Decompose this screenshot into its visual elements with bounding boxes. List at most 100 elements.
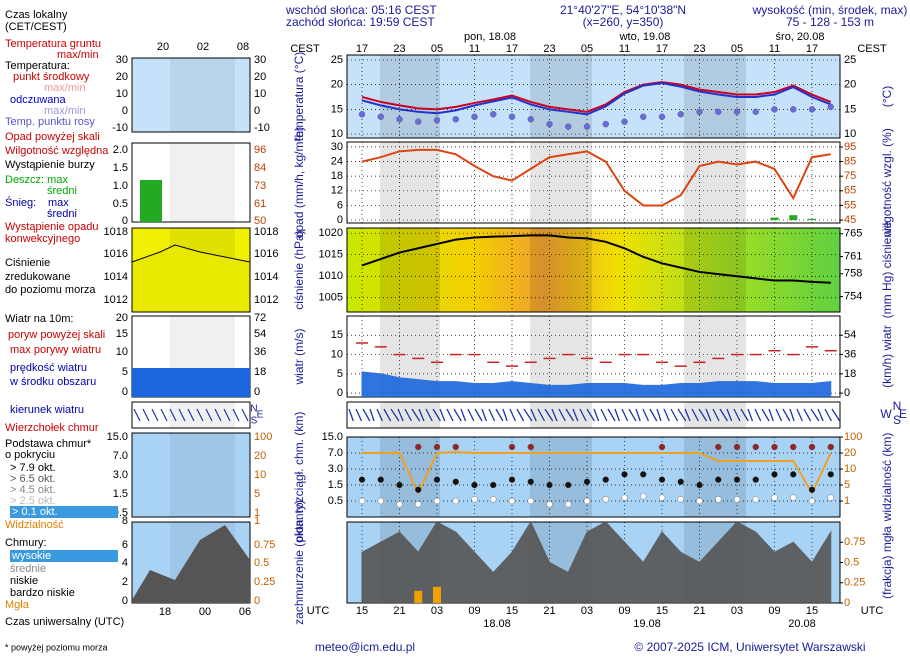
legend-text: Wystąpienie opadu (5, 221, 98, 233)
mini-tick-right: 100 (254, 431, 272, 443)
time-label-cest: 23 (543, 43, 555, 55)
wind-arrow (635, 408, 641, 422)
series-dot (415, 486, 422, 493)
day-label: 19.08 (633, 618, 661, 630)
time-label-utc: 09 (768, 605, 780, 617)
mini-rain (140, 180, 162, 222)
series-dot (583, 478, 591, 485)
series-dot (808, 497, 816, 505)
wind-arrow (642, 408, 650, 422)
mini-day-band (170, 143, 235, 222)
series-dot (752, 496, 759, 503)
legend-highlight (10, 550, 118, 562)
wind-arrow (705, 408, 712, 422)
y2-tick-label: 765 (844, 228, 862, 240)
wind-arrow (782, 408, 791, 422)
series-dot (396, 501, 403, 508)
series-dot (640, 493, 647, 500)
mini-day-band (170, 402, 235, 428)
wind-arrow (831, 408, 841, 422)
series-dot (546, 481, 553, 489)
y-tick-label: 0 (337, 387, 343, 399)
time-label-utc: 15 (806, 605, 818, 617)
wind-arrow (446, 408, 454, 422)
mini-tick-right: 1 (254, 515, 260, 527)
night-band (684, 142, 746, 223)
series-dot (490, 111, 497, 118)
y-tick-label: 1015 (319, 249, 343, 261)
y-tick-label: 10 (331, 348, 343, 360)
mini-tick-left: 10 (116, 88, 128, 100)
legend-text: max/min (44, 105, 86, 117)
mini-hour-top: 02 (197, 41, 209, 53)
series-dot (790, 443, 797, 451)
elevation-title: wysokość (min, środek, max) (752, 3, 908, 17)
y-tick-label: 10 (331, 128, 343, 140)
wind-arrow (404, 408, 412, 422)
wind-arrow (747, 408, 754, 422)
series-dot (433, 443, 441, 451)
legend-text: max porywy wiatru (10, 344, 101, 356)
wind-arrow (523, 408, 533, 422)
panel (361, 522, 832, 603)
wind-arrow (432, 408, 442, 422)
y2-tick-label: 1 (844, 495, 850, 507)
legend-text: o pokryciu (5, 449, 55, 461)
series-dot (621, 471, 628, 478)
mini-hour-bottom: 06 (239, 606, 251, 618)
mini-tick-left: 15.0 (107, 431, 128, 443)
mini-wind-arrow (160, 408, 168, 422)
mini-tick-right: 0.75 (254, 539, 275, 551)
mini-tick-left: 20 (116, 71, 128, 83)
y-tick-label-right: 25 (844, 54, 856, 66)
mini-tick-right: 72 (254, 312, 266, 324)
mini-tick-right: 1012 (254, 294, 278, 306)
email: meteo@icm.edu.pl (315, 640, 415, 654)
time-label-utc: 15 (506, 605, 518, 617)
series-bar (433, 586, 441, 603)
series-dot (733, 443, 741, 451)
series-dot (771, 494, 778, 501)
mini-tick-right: 1014 (254, 271, 278, 283)
time-label-cest: 11 (619, 43, 630, 55)
wind-arrow (565, 408, 575, 422)
night-band (380, 142, 440, 223)
y-tick-label: 30 (331, 141, 343, 153)
time-label-utc: 03 (731, 605, 743, 617)
wind-arrow (740, 408, 749, 422)
wind-arrow (670, 408, 679, 422)
legend-text: max/min (44, 82, 86, 94)
compass-letter: N (250, 404, 257, 415)
night-band (380, 55, 440, 138)
y2-axis-label: widzialność (km) (880, 433, 894, 523)
night-band (530, 55, 592, 138)
mini-day-band (170, 433, 235, 517)
series-dot (433, 117, 441, 124)
series-dot (677, 496, 684, 503)
series-dot (658, 443, 666, 451)
series-dot (790, 106, 797, 113)
series-dot (377, 497, 384, 505)
wind-arrow (712, 408, 720, 422)
y2-tick-label: 0 (844, 387, 850, 399)
y2-tick-label: 45 (844, 214, 856, 226)
mini-tick-right: 0.5 (254, 557, 269, 569)
wind-arrow (369, 408, 375, 422)
mini-tick-right: 1016 (254, 248, 278, 260)
legend-text: Wiatr na 10m: (5, 313, 73, 325)
compass-letter: E (899, 407, 907, 421)
time-label-cest: 05 (581, 43, 593, 55)
panel-background (346, 227, 841, 313)
y-tick-label: 12 (331, 185, 343, 197)
wind-arrow (481, 408, 487, 422)
compass-letter: W (880, 407, 892, 421)
coords: 21°40'27"E, 54°10'38"N (560, 3, 686, 17)
y2-tick-label: 761 (844, 250, 862, 262)
wind-arrow (768, 408, 774, 422)
wind-arrow (362, 408, 371, 422)
mini-tick-left: 0 (122, 105, 128, 117)
series-dot (358, 497, 366, 505)
series-dot (752, 443, 759, 451)
series-dot (415, 501, 422, 508)
series-dot (471, 481, 478, 489)
